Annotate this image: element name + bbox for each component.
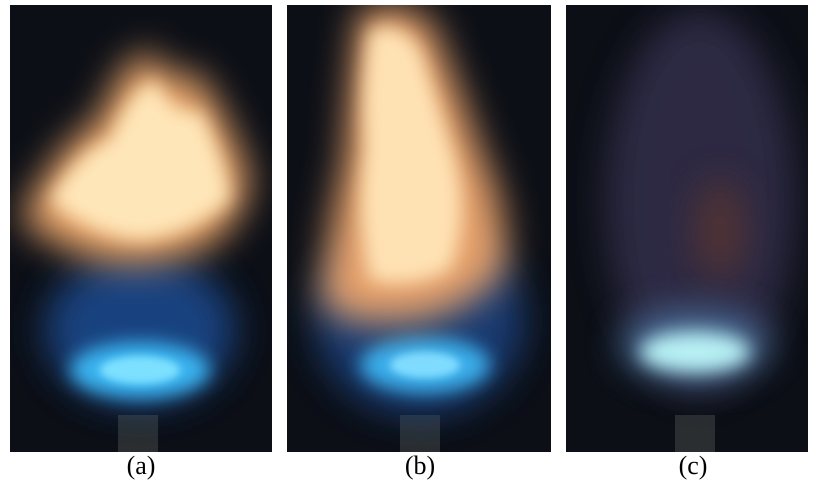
caption: (c)	[679, 451, 708, 480]
flame-core	[390, 352, 460, 378]
photo-a	[10, 5, 272, 455]
caption: (b)	[405, 451, 435, 480]
caption: (a)	[127, 451, 156, 480]
burner	[675, 415, 715, 455]
figure: (a) (b) (c)	[0, 0, 818, 488]
red-glow	[695, 180, 745, 280]
page: {"panels": [{"label": "(a)"}, {"label": …	[0, 0, 818, 488]
photo-c	[566, 5, 808, 455]
burner	[118, 415, 158, 455]
burner	[400, 415, 440, 455]
flame-core	[100, 356, 180, 384]
flame-core	[640, 332, 750, 372]
photo-b	[287, 5, 551, 455]
